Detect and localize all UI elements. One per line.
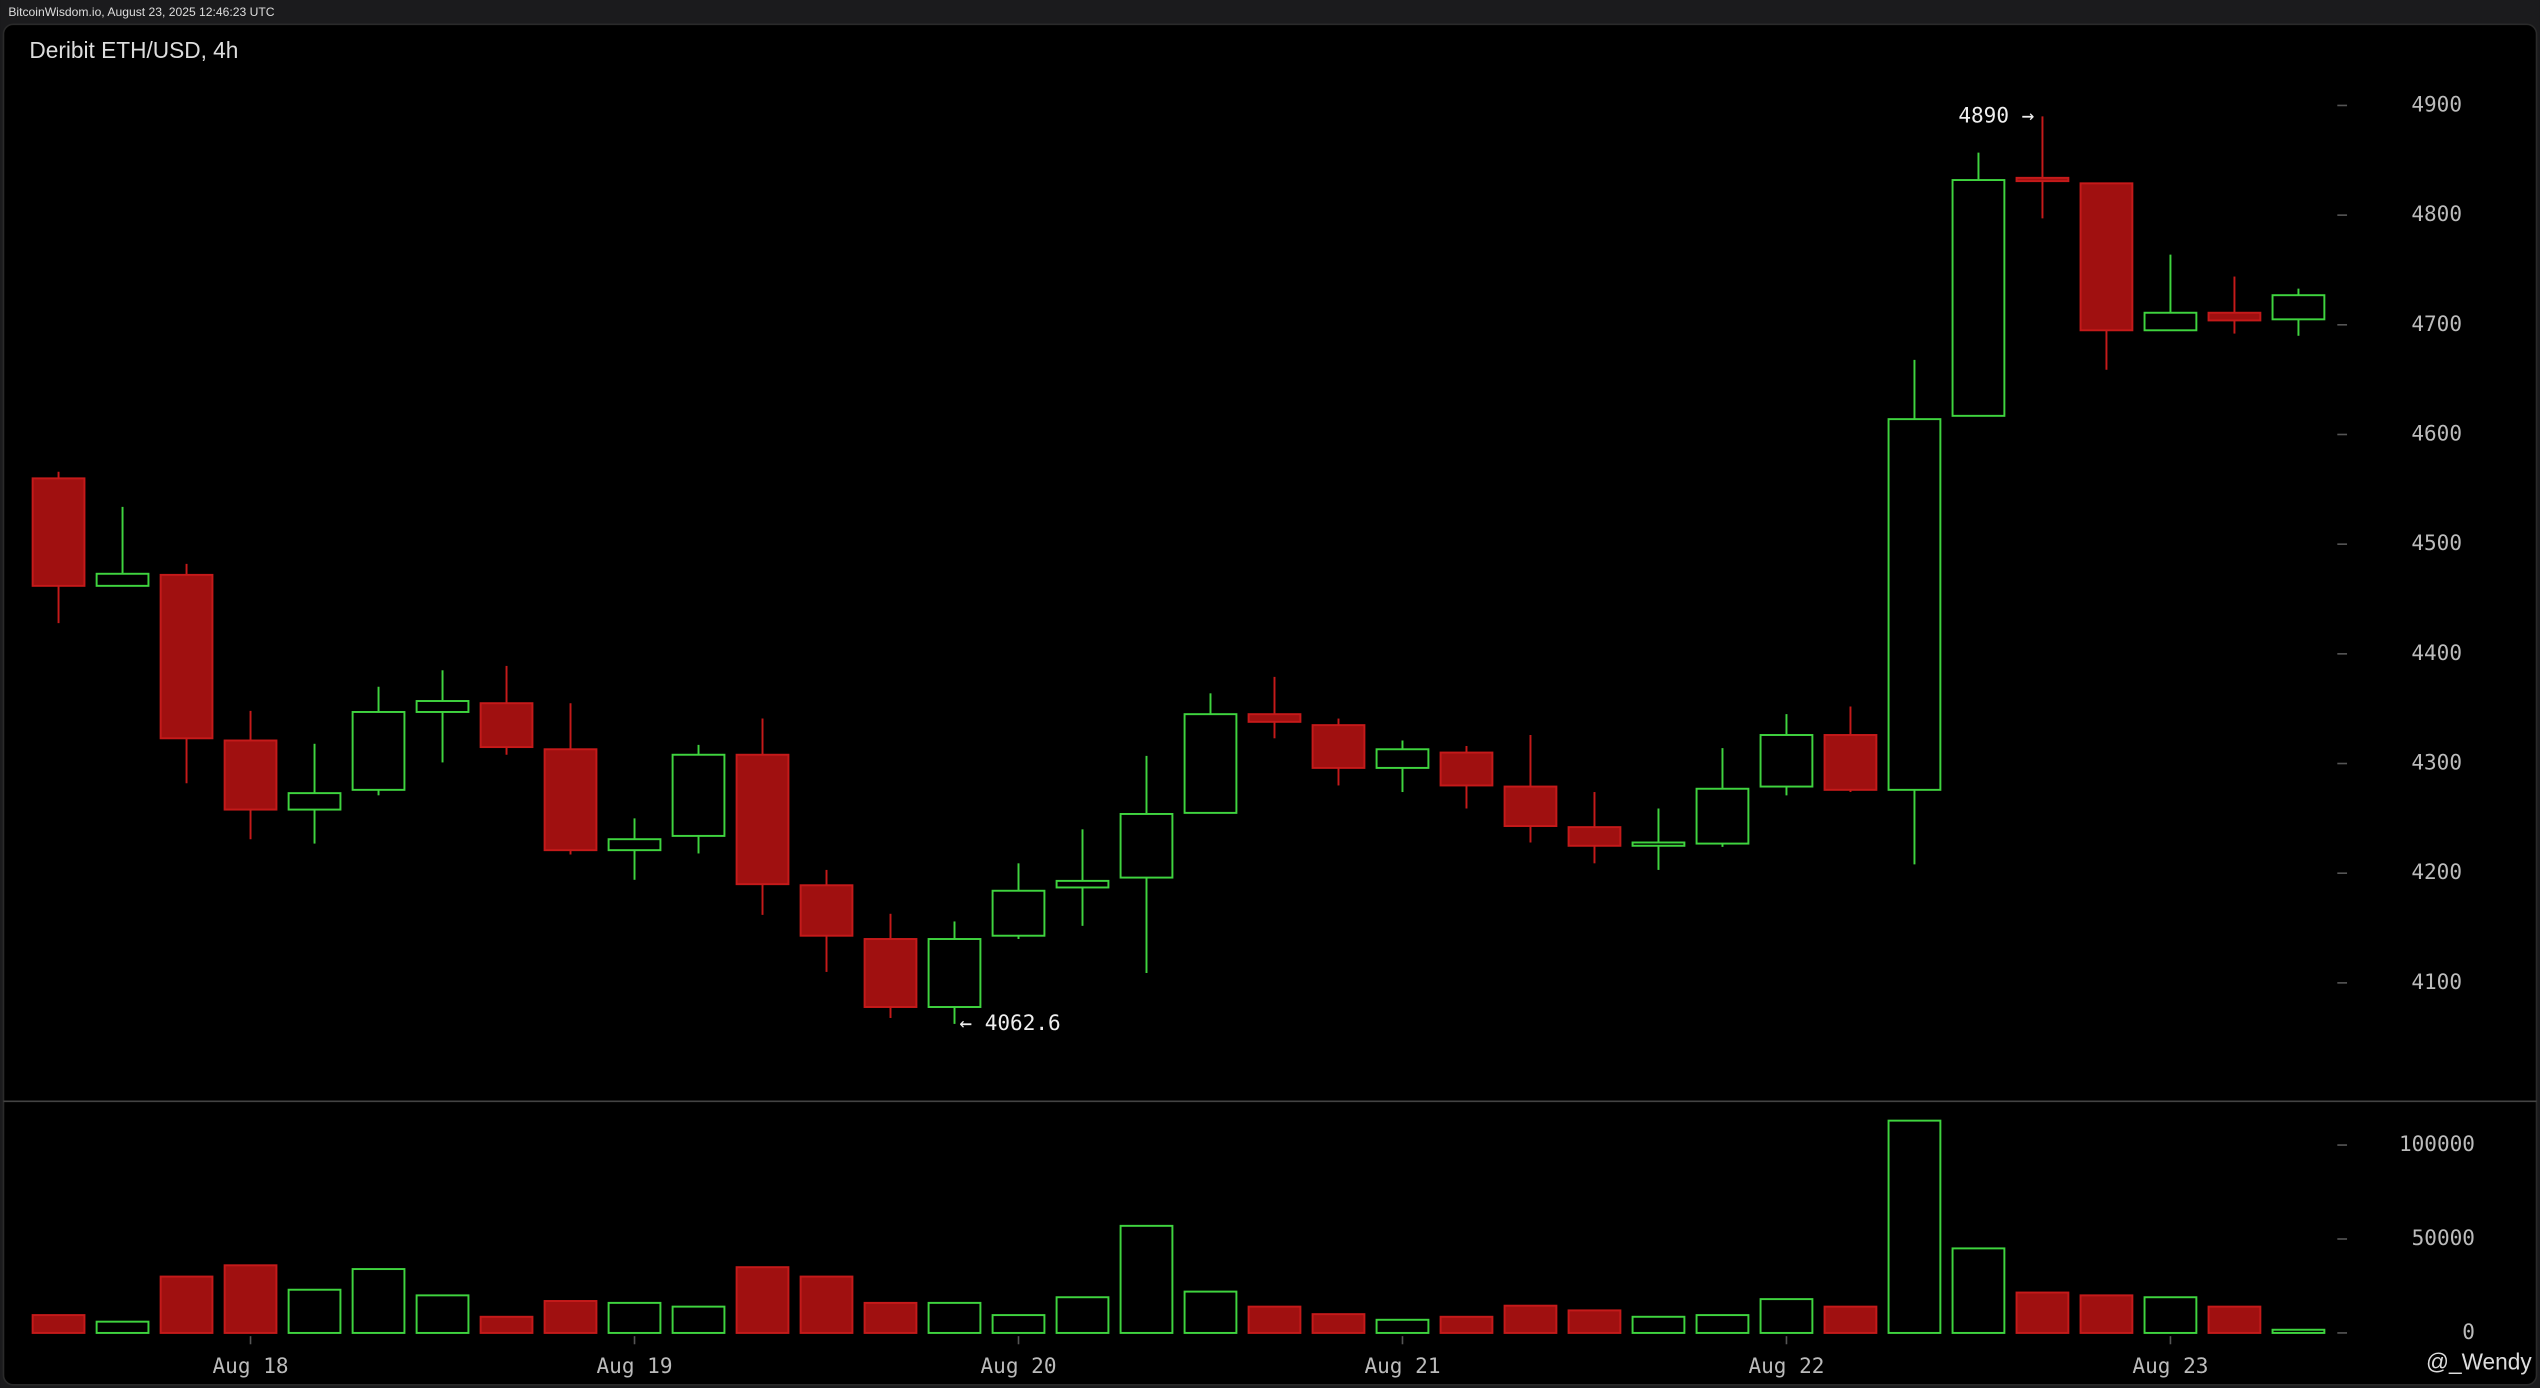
volume-bar: [1119, 1224, 1174, 1334]
volume-bar: [31, 1314, 86, 1334]
chart-panel: [2, 23, 2538, 1386]
candle-body: [1759, 734, 1814, 788]
volume-bar: [1503, 1304, 1558, 1334]
y-tick-label: 4100: [2411, 969, 2462, 994]
volume-bar: [2079, 1294, 2134, 1334]
volume-bar: [1247, 1305, 1302, 1334]
candle-body: [351, 711, 406, 791]
volume-bar: [2143, 1296, 2198, 1334]
volume-bar: [1887, 1119, 1942, 1334]
candle-body: [1119, 813, 1174, 879]
candle-body: [607, 838, 662, 852]
candle-body: [1055, 879, 1110, 889]
volume-bar: [2207, 1305, 2262, 1334]
y-tick-label: 4800: [2411, 201, 2462, 226]
volume-bar: [1951, 1247, 2006, 1334]
candle-body: [799, 884, 854, 937]
candle-body: [671, 753, 726, 837]
volume-bar: [863, 1301, 918, 1334]
x-tick-label: Aug 20: [980, 1353, 1056, 1378]
y-tick-label: 4500: [2411, 530, 2462, 555]
candle-body: [415, 700, 470, 713]
candle-body: [991, 889, 1046, 937]
y2-tick-label: 0: [2462, 1319, 2475, 1344]
candle-body: [2143, 311, 2198, 332]
y2-tick-label: 50000: [2412, 1225, 2475, 1250]
y-tick-label: 4300: [2411, 750, 2462, 775]
candle-body: [287, 792, 342, 811]
candle-body: [1183, 713, 1238, 814]
volume-bar: [1759, 1298, 1814, 1334]
volume-bar: [543, 1300, 598, 1334]
candle-body: [95, 572, 150, 587]
candle-body: [927, 938, 982, 1008]
volume-bar: [735, 1266, 790, 1334]
volume-bar: [927, 1301, 982, 1334]
candle-body: [1567, 826, 1622, 847]
volume-bar: [95, 1320, 150, 1334]
candle-body: [1887, 418, 1942, 791]
volume-bar: [671, 1305, 726, 1334]
watermark: @_Wendy: [2426, 1349, 2532, 1375]
chart-title: Deribit ETH/USD, 4h: [29, 37, 238, 63]
candle-body: [1951, 179, 2006, 417]
volume-bar: [1183, 1290, 1238, 1334]
candle-body: [1375, 748, 1430, 769]
y2-tick-label: 100000: [2399, 1131, 2475, 1156]
candle-body: [1247, 713, 1302, 723]
y-tick-label: 4400: [2411, 640, 2462, 665]
volume-bar: [223, 1264, 278, 1334]
x-tick-label: Aug 21: [1364, 1353, 1440, 1378]
annotation: ← 4062.6: [959, 1010, 1060, 1035]
volume-bar: [1439, 1315, 1494, 1334]
volume-bar: [2271, 1328, 2326, 1334]
volume-bar: [479, 1315, 534, 1334]
x-tick-label: Aug 18: [213, 1353, 289, 1378]
volume-bar: [607, 1301, 662, 1334]
volume-bar: [1311, 1313, 1366, 1334]
candle-body: [1695, 787, 1750, 845]
volume-bar: [799, 1275, 854, 1334]
candle-body: [2207, 311, 2262, 322]
x-tick-label: Aug 22: [1748, 1353, 1824, 1378]
candle-body: [2015, 176, 2070, 183]
candle-body: [543, 748, 598, 852]
candle-body: [735, 753, 790, 886]
candle-body: [1311, 724, 1366, 769]
candle-body: [1631, 841, 1686, 847]
x-tick-label: Aug 19: [596, 1353, 672, 1378]
volume-bar: [1375, 1318, 1430, 1334]
volume-bar: [1823, 1305, 1878, 1334]
volume-bar: [1695, 1314, 1750, 1334]
y-tick-label: 4600: [2411, 420, 2462, 445]
candle-body: [479, 702, 534, 749]
candle-body: [2079, 182, 2134, 332]
candle-body: [31, 477, 86, 587]
y-tick-label: 4900: [2411, 91, 2462, 116]
candle-body: [223, 739, 278, 811]
x-tick-label: Aug 23: [2132, 1353, 2208, 1378]
candle-body: [2271, 294, 2326, 321]
candle-body: [1823, 734, 1878, 791]
volume-bar: [351, 1268, 406, 1334]
candle-body: [863, 938, 918, 1008]
volume-bar: [159, 1275, 214, 1334]
annotation: 4890 →: [1958, 102, 2034, 127]
volume-bar: [1567, 1309, 1622, 1334]
candle-body: [1503, 785, 1558, 828]
y-tick-label: 4700: [2411, 311, 2462, 336]
volume-bar: [1055, 1296, 1110, 1334]
y-tick-label: 4200: [2411, 859, 2462, 884]
volume-bar: [415, 1294, 470, 1334]
volume-bar: [991, 1314, 1046, 1334]
header: BitcoinWisdom.io, August 23, 2025 12:46:…: [8, 5, 274, 19]
candle-body: [159, 573, 214, 740]
candle-body: [1439, 751, 1494, 787]
volume-bar: [287, 1288, 342, 1334]
volume-bar: [2015, 1291, 2070, 1334]
volume-bar: [1631, 1315, 1686, 1334]
